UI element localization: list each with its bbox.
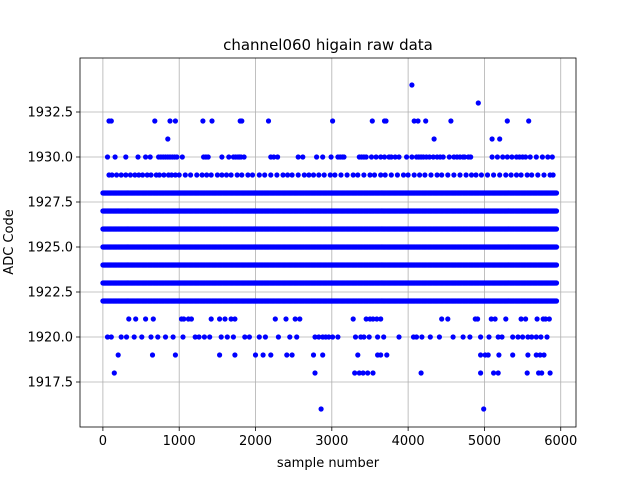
data-point (553, 244, 560, 250)
data-point (553, 226, 560, 232)
chart-title: channel060 higain raw data (223, 36, 433, 54)
data-point (553, 280, 560, 286)
data-point (553, 262, 560, 268)
data-point (553, 208, 560, 214)
data-points (100, 82, 560, 412)
data-point (553, 298, 560, 304)
